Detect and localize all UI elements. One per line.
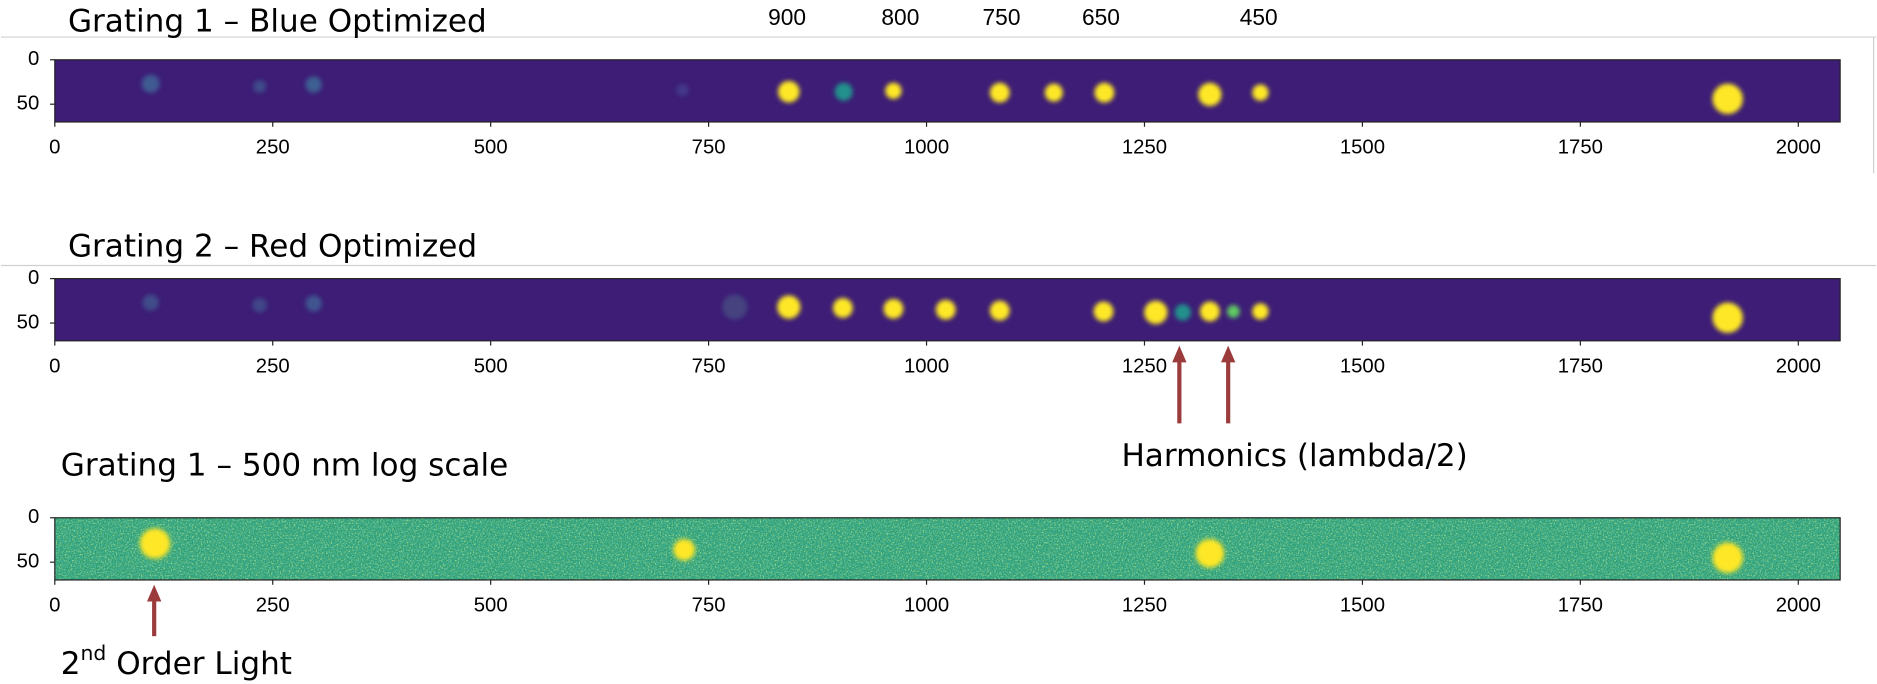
x-tick-label: 1750 (1558, 355, 1603, 377)
y-tick-label: 0 (28, 506, 39, 528)
x-tick-label: 1500 (1340, 137, 1385, 159)
spot (936, 300, 955, 319)
x-tick-label: 500 (474, 355, 508, 377)
spot (677, 84, 688, 96)
y-tick-label: 50 (17, 93, 40, 115)
x-tick-label: 1000 (904, 137, 949, 159)
spot (1253, 85, 1268, 100)
wavelength-label: 750 (983, 4, 1021, 30)
x-tick-label: 1000 (904, 355, 949, 377)
panel-title: Grating 2 – Red Optimized (68, 229, 477, 265)
spot (253, 299, 266, 312)
x-tick-label: 2000 (1776, 595, 1821, 617)
spot (140, 529, 170, 558)
spot (1253, 304, 1268, 319)
spot (779, 81, 799, 102)
panel-title: Grating 1 – 500 nm log scale (61, 447, 508, 483)
arrow-head (1172, 345, 1187, 363)
arrow-head (147, 584, 162, 602)
spot (778, 296, 800, 318)
spot (990, 83, 1009, 102)
x-tick-label: 1250 (1122, 137, 1167, 159)
x-tick-label: 0 (49, 137, 60, 159)
spot (306, 77, 321, 92)
x-tick-label: 0 (49, 355, 60, 377)
x-tick-label: 1250 (1122, 595, 1167, 617)
y-tick-label: 50 (17, 311, 40, 333)
spot (884, 299, 903, 318)
image-border (54, 59, 1841, 123)
spot (990, 301, 1009, 320)
wavelength-label: 900 (768, 4, 806, 30)
x-tick-label: 750 (692, 355, 726, 377)
annotation-part: nd (81, 641, 107, 665)
x-tick-label: 250 (256, 355, 290, 377)
spot (143, 295, 158, 310)
image-background (54, 59, 1841, 122)
x-tick-label: 0 (49, 595, 60, 617)
arrow-head (1220, 345, 1236, 363)
annotation: 2nd Order Light (61, 641, 292, 682)
image-noise (54, 517, 1841, 580)
spot (142, 75, 159, 92)
annotation: Harmonics (lambda/2) (1121, 438, 1467, 474)
spot (1228, 306, 1239, 317)
y-tick-label: 50 (17, 551, 40, 573)
x-tick-label: 1000 (904, 595, 949, 617)
spot (1713, 303, 1742, 332)
x-tick-label: 500 (474, 595, 508, 617)
x-tick-label: 1750 (1558, 137, 1603, 159)
spot (1175, 305, 1190, 320)
x-tick-label: 750 (692, 595, 726, 617)
spot (1200, 302, 1219, 321)
spot (1196, 539, 1224, 567)
x-tick-label: 750 (692, 137, 726, 159)
wavelength-label: 800 (881, 4, 919, 30)
x-tick-label: 500 (474, 137, 508, 159)
image-border (54, 278, 1841, 342)
spot (1199, 83, 1221, 106)
spot (833, 299, 852, 317)
spot (835, 83, 852, 100)
x-tick-label: 1500 (1340, 595, 1385, 617)
x-tick-label: 250 (256, 137, 290, 159)
x-tick-label: 2000 (1776, 137, 1821, 159)
spot (306, 296, 321, 311)
wavelength-label: 650 (1082, 4, 1120, 30)
spot (1094, 302, 1113, 321)
spot (886, 83, 901, 98)
x-tick-label: 2000 (1776, 355, 1821, 377)
y-tick-label: 0 (28, 48, 39, 70)
x-tick-label: 1750 (1558, 595, 1603, 617)
x-tick-label: 1250 (1122, 355, 1167, 377)
spot (1095, 83, 1114, 102)
annotation-part: 2 (61, 646, 81, 682)
image-border (54, 517, 1841, 581)
x-tick-label: 1500 (1340, 355, 1385, 377)
spot (1713, 84, 1742, 114)
y-tick-label: 0 (28, 267, 39, 289)
spot (254, 81, 265, 92)
spot (723, 295, 747, 319)
annotation-part: Order Light (106, 646, 292, 682)
x-tick-label: 250 (256, 595, 290, 617)
spot (1713, 543, 1742, 572)
panel-title: Grating 1 – Blue Optimized (68, 4, 487, 40)
spot (674, 539, 694, 560)
spot (1145, 301, 1167, 324)
spot (1045, 84, 1062, 101)
wavelength-label: 450 (1240, 4, 1278, 30)
